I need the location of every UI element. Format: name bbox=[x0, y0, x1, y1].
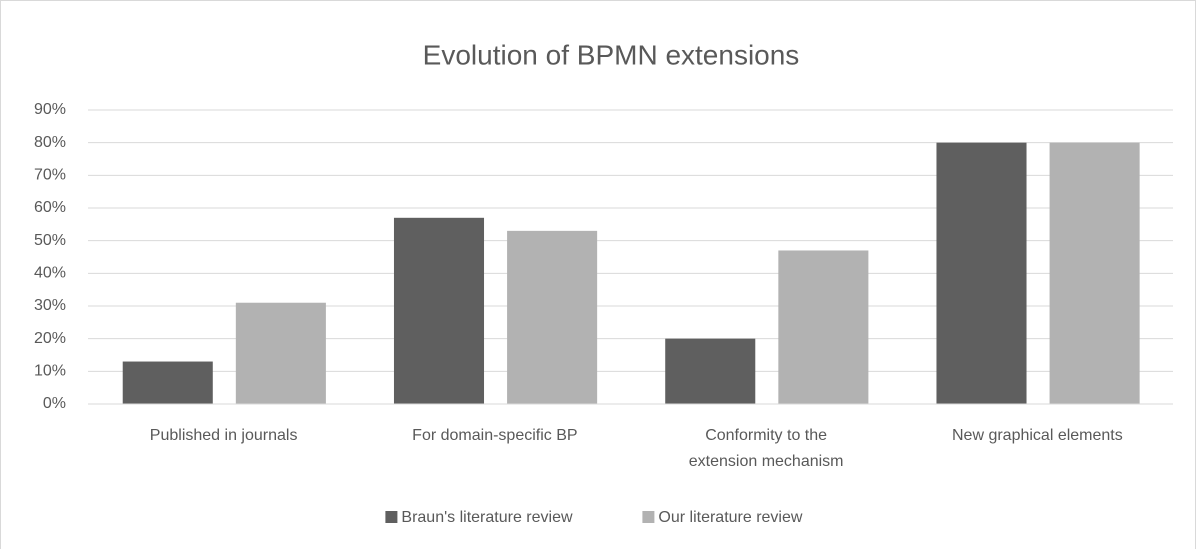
x-tick-label: Conformity to the extension mechanism bbox=[688, 427, 844, 470]
bar bbox=[665, 338, 756, 404]
legend-swatch bbox=[642, 511, 655, 523]
x-tick-label: Published in journals bbox=[149, 427, 298, 444]
y-tick-label: 10% bbox=[34, 363, 66, 380]
legend-label: Our literature review bbox=[658, 509, 802, 526]
y-tick-label: 0% bbox=[43, 395, 66, 412]
y-tick-label: 20% bbox=[34, 330, 66, 347]
y-tick-label: 80% bbox=[34, 134, 66, 151]
bar bbox=[778, 250, 869, 404]
bar bbox=[936, 142, 1027, 404]
y-tick-label: 90% bbox=[34, 101, 66, 118]
y-tick-label: 30% bbox=[34, 297, 66, 314]
y-tick-label: 50% bbox=[34, 232, 66, 249]
bar bbox=[507, 230, 598, 404]
chart-title: Evolution of BPMN extensions bbox=[423, 39, 800, 70]
x-tick-label: New graphical elements bbox=[952, 427, 1123, 444]
y-tick-label: 60% bbox=[34, 199, 66, 216]
bar bbox=[1049, 142, 1140, 404]
y-tick-label: 70% bbox=[34, 167, 66, 184]
bar bbox=[122, 361, 213, 404]
legend-label: Braun's literature review bbox=[401, 509, 573, 526]
x-tick-label: For domain-specific BP bbox=[412, 427, 578, 444]
y-tick-label: 40% bbox=[34, 265, 66, 282]
bar bbox=[393, 217, 485, 404]
legend-swatch bbox=[385, 511, 398, 523]
bar bbox=[235, 302, 326, 404]
